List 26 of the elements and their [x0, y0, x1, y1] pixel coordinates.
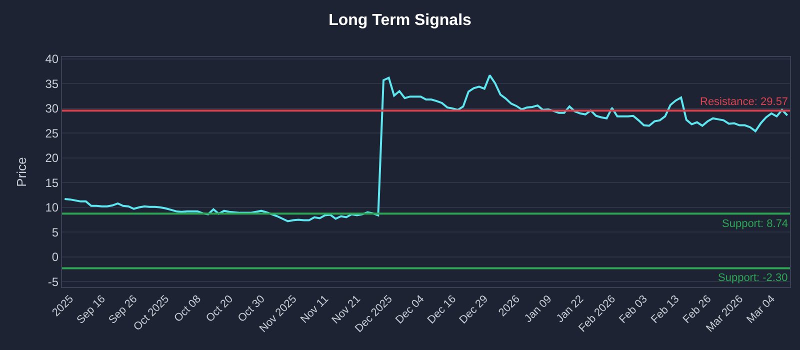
x-tick-label: Oct 08	[172, 293, 204, 325]
x-tick-label: Dec 16	[425, 293, 459, 326]
x-tick-label: Jan 09	[522, 293, 554, 326]
y-tick-label: 5	[52, 225, 59, 240]
y-tick-label: 40	[45, 52, 59, 66]
ref-line-label: Support: -2.30	[718, 272, 788, 284]
y-tick-label: 10	[45, 200, 59, 215]
x-tick-label: Oct 20	[204, 293, 236, 325]
x-tick-label: Dec 29	[457, 293, 490, 326]
chart-title: Long Term Signals	[328, 12, 472, 30]
ref-line-label: Resistance: 29.57	[700, 96, 788, 108]
y-tick-label: 25	[45, 126, 59, 140]
y-tick-label: -5	[48, 274, 59, 289]
x-tick-label: Dec 04	[394, 293, 427, 326]
x-tick-label: Sep 16	[74, 293, 108, 326]
y-tick-label: 30	[45, 102, 59, 116]
y-tick-label: 20	[45, 151, 59, 166]
x-tick-label: Mar 04	[744, 293, 778, 326]
y-tick-label: 15	[45, 176, 59, 190]
y-axis-title: Price	[14, 157, 29, 187]
y-tick-label: 35	[45, 76, 59, 91]
x-tick-label: Feb 03	[617, 293, 650, 326]
x-tick-label: Nov 11	[298, 293, 332, 326]
x-tick-label: Feb 13	[649, 293, 682, 326]
ref-line-label: Support: 8.74	[722, 218, 788, 230]
y-tick-label: 0	[52, 250, 59, 264]
